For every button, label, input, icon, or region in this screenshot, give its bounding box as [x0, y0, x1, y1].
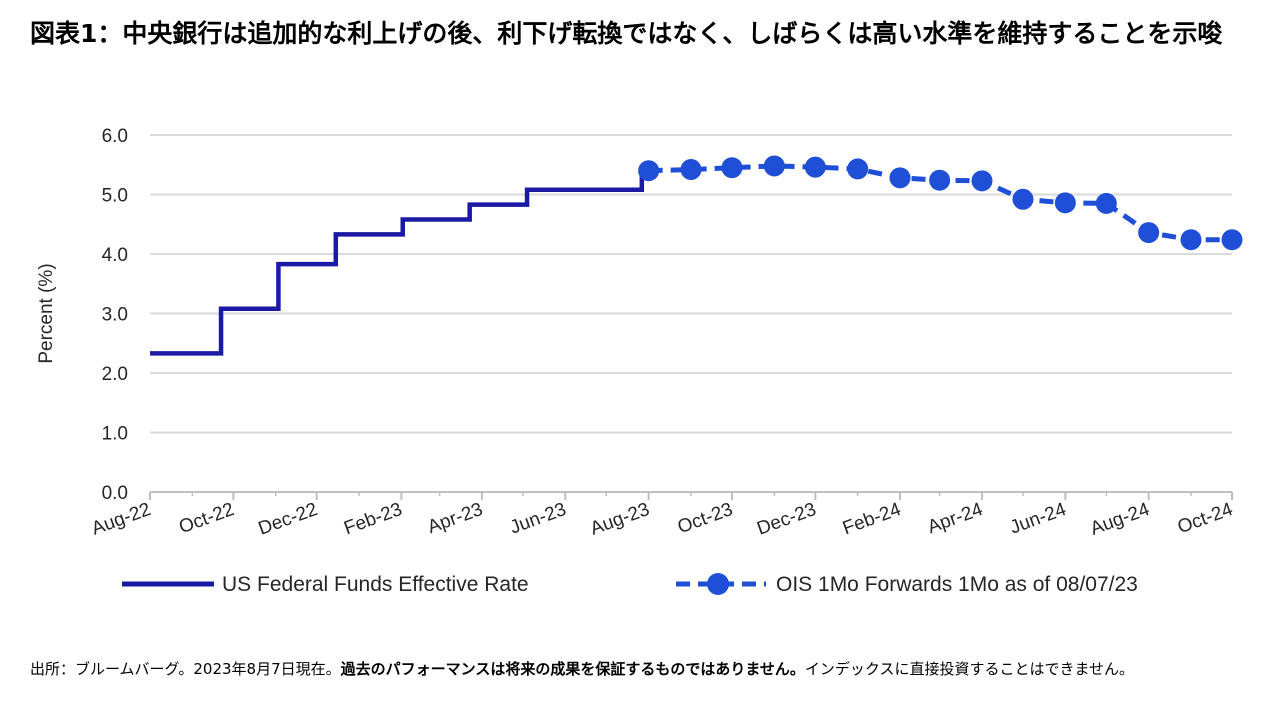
ois-forward-point [1180, 229, 1202, 251]
x-tick-label: Apr-24 [925, 499, 986, 538]
ois-forward-point [1221, 229, 1243, 251]
y-tick-label: 2.0 [102, 364, 128, 385]
disclaimer-text: 過去のパフォーマンスは将来の成果を保証するものではありません。 [340, 660, 805, 678]
ois-forward-point [889, 167, 911, 189]
x-tick-label: Oct-24 [1175, 499, 1236, 538]
y-axis-label: Percent (%) [36, 263, 57, 363]
x-tick-label: Aug-23 [588, 499, 653, 540]
figure-title: 中央銀行は追加的な利上げの後、利下げ転換ではなく、しばらくは高い水準を維持するこ… [122, 19, 1223, 48]
source-note: 出所：ブルームバーグ。2023年8月7日現在。過去のパフォーマンスは将来の成果を… [30, 658, 1210, 680]
ois-forward-point [1054, 192, 1076, 214]
ois-forward-point [804, 156, 826, 178]
figure-number: 図表1： [30, 19, 123, 48]
source-text: 出所：ブルームバーグ。2023年8月7日現在。 [30, 660, 341, 678]
y-tick-label: 1.0 [102, 424, 128, 445]
effective-rate-line [150, 172, 649, 356]
ois-forward-point [1012, 188, 1034, 210]
series [150, 155, 1243, 356]
x-tick-label: Aug-22 [89, 499, 154, 540]
x-tick-label: Dec-23 [754, 499, 819, 540]
legend: US Federal Funds Effective Rate OIS 1Mo F… [122, 573, 1138, 596]
ois-forward-point [1138, 222, 1160, 244]
ois-forward-point [971, 170, 993, 192]
y-tick-label: 3.0 [102, 305, 128, 326]
x-tick-label: Jun-24 [1007, 499, 1069, 539]
x-tick-label: Feb-23 [341, 499, 405, 539]
index-note-text: インデックスに直接投資することはできません。 [804, 660, 1134, 678]
y-tick-label: 6.0 [102, 126, 128, 147]
ois-forward-point [763, 155, 785, 177]
x-tick-label: Jun-23 [507, 499, 569, 539]
legend-label-effective: US Federal Funds Effective Rate [222, 573, 529, 596]
x-tick-label: Dec-22 [256, 499, 321, 540]
x-tick-label: Oct-22 [176, 499, 237, 538]
line-chart: 0.0 1.0 2.0 3.0 4.0 5.0 6.0 Percent (%) Aug-22 Oc… [36, 126, 1243, 596]
ois-forward-point [721, 157, 743, 179]
x-tick-label: Oct-23 [675, 499, 736, 538]
y-tick-label: 0.0 [102, 483, 128, 504]
ois-forward-point [847, 158, 869, 180]
x-tick-label: Apr-23 [425, 499, 486, 538]
legend-label-forward: OIS 1Mo Forwards 1Mo as of 08/07/23 [776, 573, 1138, 596]
legend-marker-forward [707, 573, 729, 595]
y-tick-label: 5.0 [102, 186, 128, 207]
y-tick-label: 4.0 [102, 245, 128, 266]
chart-title: 図表1： 中央銀行は追加的な利上げの後、利下げ転換ではなく、しばらくは高い水準を… [30, 14, 1260, 54]
ois-forward-point [638, 160, 660, 182]
ois-forward-point [929, 169, 951, 191]
x-tick-label: Feb-24 [840, 499, 904, 539]
ois-forward-point [680, 159, 702, 181]
ois-forward-point [1095, 192, 1117, 214]
x-tick-label: Aug-24 [1088, 499, 1153, 540]
grid-lines [150, 134, 1232, 434]
